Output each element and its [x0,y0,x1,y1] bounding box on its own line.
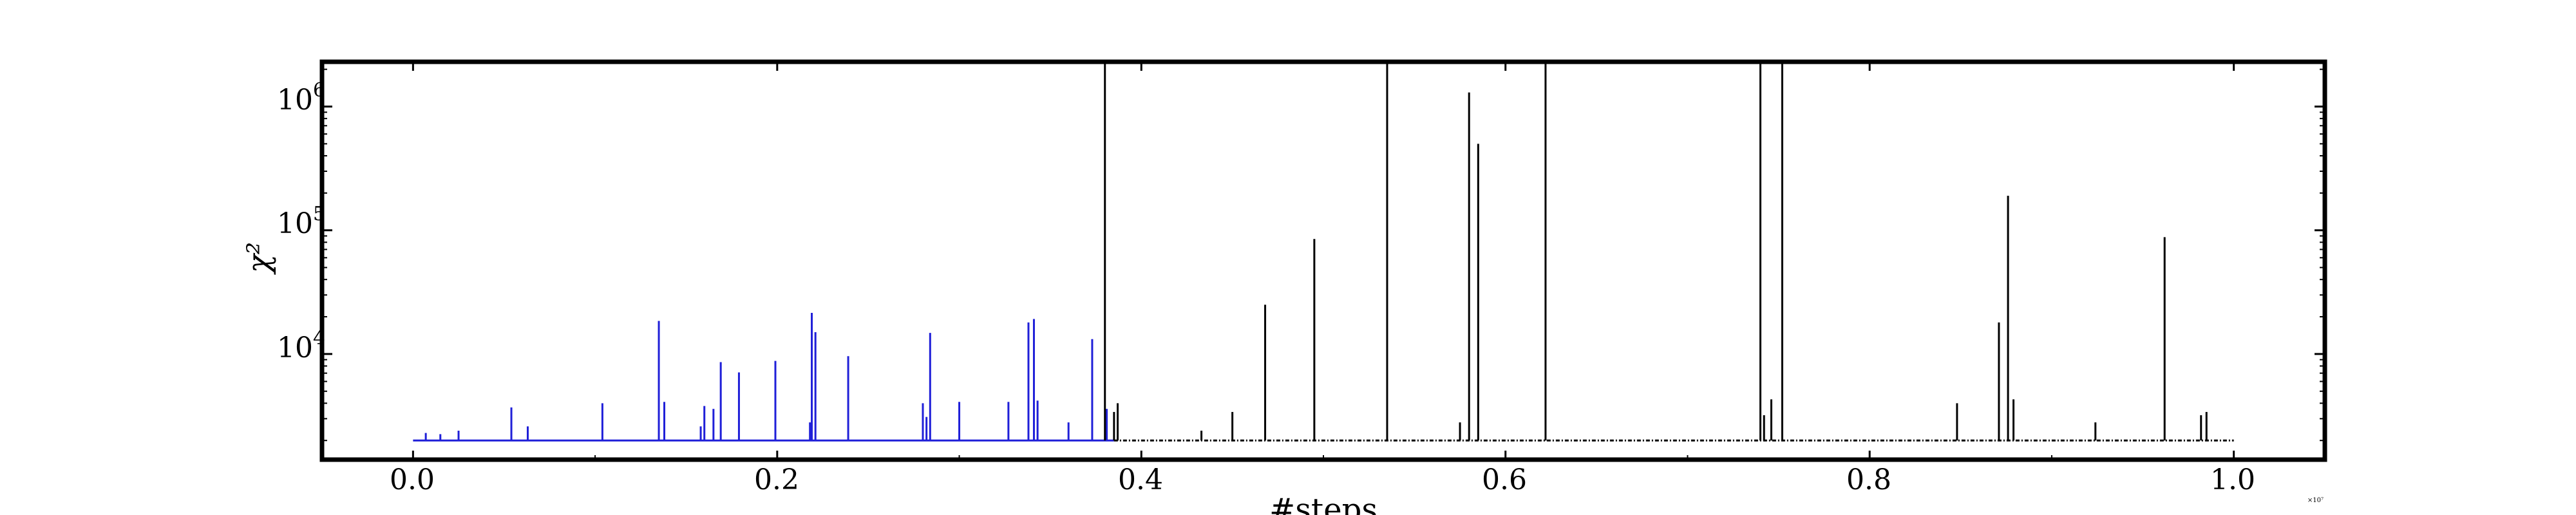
y-tick-1e4-exp: 4 [313,327,325,350]
y-tick-label-1e4: 104 [277,327,325,364]
x-tick-label-0: 0.0 [390,464,435,496]
x-tick-label-1: 0.2 [754,464,799,496]
tick-layer [322,62,2325,460]
y-tick-1e5-exp: 5 [313,203,325,225]
y-tick-label-1e5: 105 [277,203,325,240]
x-scale-label: ×10⁷ [2307,497,2324,504]
y-tick-1e4-base: 10 [277,332,313,364]
series-layer [413,62,2234,442]
x-tick-label-3: 0.6 [1482,464,1527,496]
x-axis-label: #steps [1269,492,1378,515]
y-axis-label: χ² [241,242,277,275]
x-tick-label-5: 1.0 [2210,464,2255,496]
y-tick-1e6-exp: 6 [313,79,325,102]
x-tick-label-4: 0.8 [1846,464,1891,496]
series-0 [413,313,1114,442]
series-1 [1104,62,2234,442]
y-tick-1e6-base: 10 [277,84,313,117]
y-tick-1e5-base: 10 [277,207,313,240]
y-tick-label-1e6: 106 [277,79,325,117]
x-tick-label-2: 0.4 [1118,464,1163,496]
